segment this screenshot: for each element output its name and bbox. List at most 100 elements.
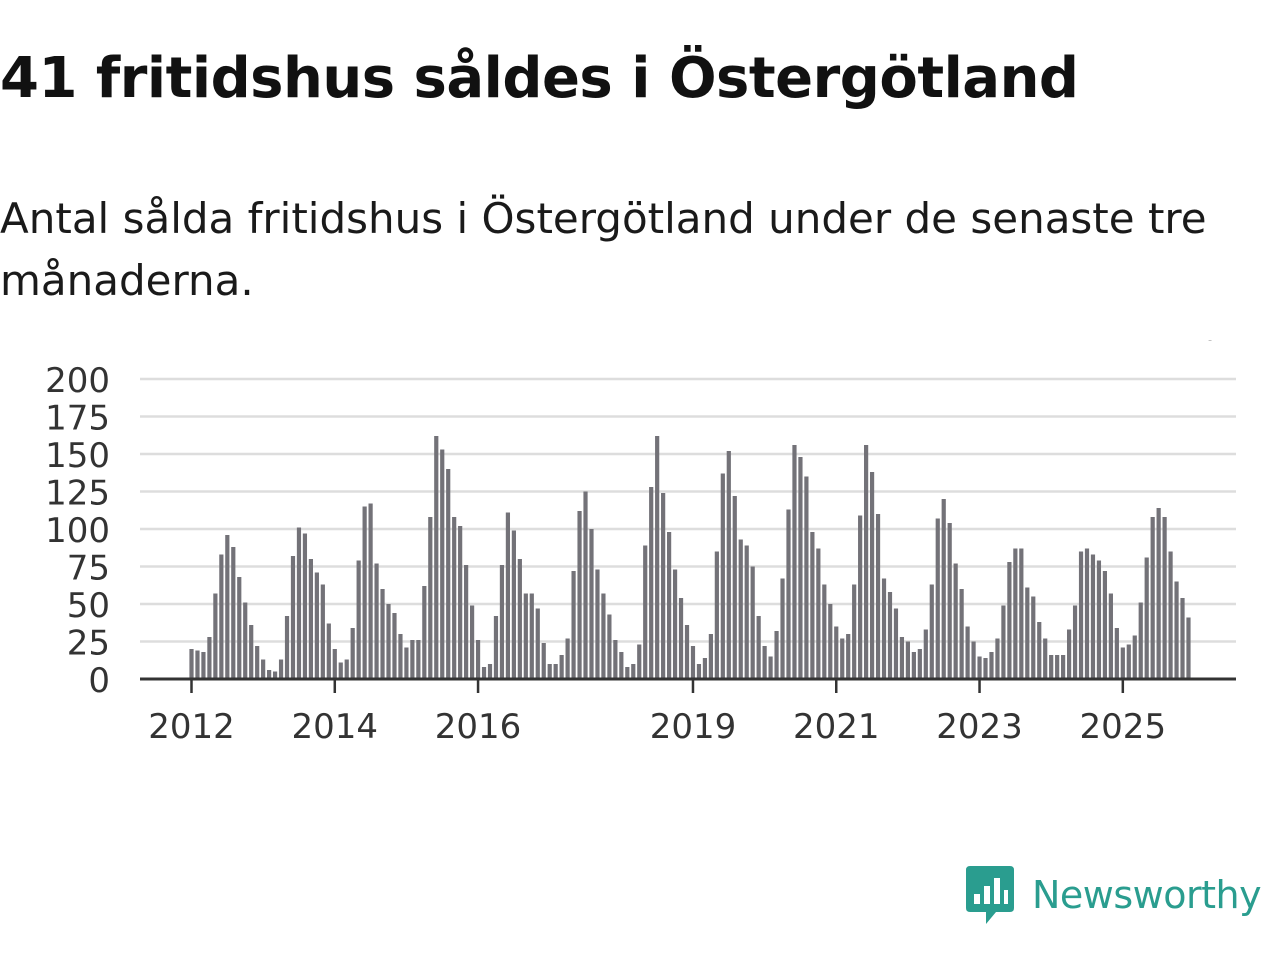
x-tick-label: 2014	[292, 707, 379, 747]
bar	[350, 628, 355, 679]
bar	[708, 634, 713, 679]
bar	[374, 563, 379, 679]
bar	[493, 616, 499, 679]
bar	[792, 445, 797, 679]
bar	[428, 517, 433, 679]
bar	[356, 560, 361, 679]
bar	[243, 602, 248, 679]
y-tick-label: 100	[45, 511, 110, 551]
bar	[511, 530, 516, 679]
bar	[284, 616, 290, 679]
bars	[189, 436, 1191, 679]
bar	[458, 526, 463, 679]
bar	[690, 646, 696, 679]
x-axis-ticks: 2012 2014 2016 2019 2021 2023 2025	[148, 679, 1166, 747]
bar	[726, 451, 731, 679]
bar	[1168, 551, 1173, 679]
bar	[392, 613, 397, 679]
bar	[1007, 562, 1012, 679]
bar	[977, 656, 982, 679]
bar	[947, 523, 952, 679]
bar	[601, 593, 606, 679]
bar	[613, 640, 618, 679]
bar	[1150, 517, 1155, 679]
bar	[440, 449, 445, 679]
bar	[696, 664, 702, 679]
bar	[1180, 598, 1185, 679]
bar	[195, 650, 200, 679]
bar	[386, 604, 391, 679]
x-tick-label: 2021	[793, 707, 880, 747]
bar	[822, 584, 827, 679]
bar	[571, 571, 576, 679]
chart-subtitle: Antal sålda fritidshus i Östergötland un…	[0, 194, 1207, 305]
bar	[637, 644, 642, 679]
bar	[1037, 622, 1042, 679]
bar	[971, 641, 976, 679]
bar	[798, 457, 803, 679]
bar	[237, 577, 242, 679]
bar	[201, 652, 206, 679]
bar	[422, 586, 427, 679]
bar	[702, 658, 708, 679]
bar	[487, 664, 493, 679]
bar	[577, 511, 582, 679]
bar	[517, 559, 522, 679]
bar	[255, 646, 260, 679]
bar	[1066, 629, 1072, 679]
bar	[362, 506, 367, 679]
bar	[965, 626, 970, 679]
bar	[816, 548, 821, 679]
bar	[1001, 605, 1006, 679]
bar	[1061, 655, 1066, 679]
bar	[595, 569, 600, 679]
brand-name: Newsworthy	[1032, 873, 1262, 917]
newsworthy-logo: Newsworthy	[964, 864, 1262, 926]
bar	[446, 469, 451, 679]
bar	[643, 545, 648, 679]
bar	[278, 659, 284, 679]
bar	[840, 638, 845, 679]
bar	[750, 566, 755, 679]
bar	[941, 499, 946, 679]
bar	[272, 671, 278, 679]
bar	[744, 545, 749, 679]
bar	[475, 640, 481, 679]
bar	[416, 640, 421, 679]
bar	[1186, 617, 1191, 679]
bar	[929, 584, 934, 679]
bar	[434, 436, 439, 679]
bar	[881, 578, 887, 679]
bar	[953, 563, 958, 679]
bar	[505, 512, 511, 679]
y-tick-label: 75	[67, 549, 110, 589]
bar	[189, 649, 194, 679]
bar	[398, 634, 403, 679]
bar	[684, 625, 690, 679]
bar	[852, 584, 857, 679]
bar	[529, 593, 534, 679]
bar	[523, 593, 528, 679]
bar	[828, 604, 833, 679]
x-tick-label: 2019	[650, 707, 737, 747]
bar	[1084, 548, 1090, 679]
y-tick-label: 50	[67, 586, 110, 626]
bar	[1019, 548, 1024, 679]
annotation-label: 41	[1197, 340, 1235, 348]
y-tick-label: 175	[45, 399, 110, 439]
x-tick-label: 2016	[435, 707, 522, 747]
bar	[959, 589, 964, 679]
bar	[308, 559, 313, 679]
y-tick-label: 125	[45, 474, 110, 514]
bar	[893, 608, 899, 679]
bar	[858, 515, 863, 679]
bar	[989, 652, 994, 679]
bar	[231, 547, 236, 679]
bar	[1055, 655, 1060, 679]
bar	[834, 626, 839, 679]
annotation-background	[1194, 340, 1239, 376]
bar	[1114, 628, 1119, 679]
bar	[1132, 635, 1137, 679]
bar	[810, 532, 815, 679]
